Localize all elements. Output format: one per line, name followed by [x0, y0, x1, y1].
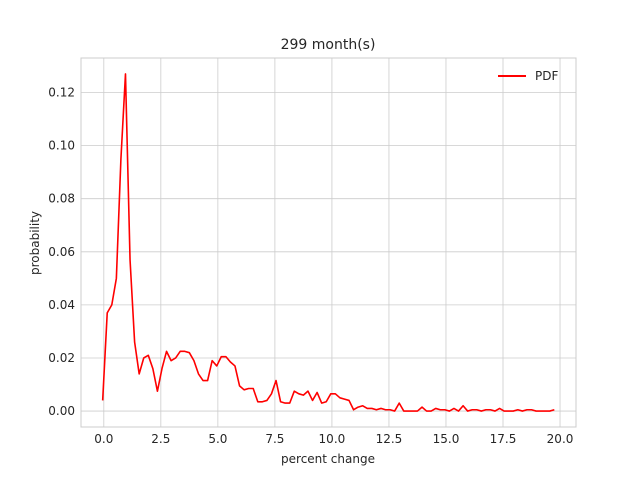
x-axis-ticks: 0.0 2.5 5.0 7.5 10.0 12.5 15.0 17.5 20.0	[94, 432, 573, 446]
chart-title: 299 month(s)	[281, 37, 376, 53]
y-tick-label: 0.00	[48, 404, 75, 418]
x-tick-label: 2.5	[151, 432, 170, 446]
series-line-pdf	[101, 73, 555, 412]
plot-frame	[80, 57, 577, 428]
x-tick-label: 0.0	[94, 432, 113, 446]
y-tick-label: 0.04	[48, 298, 75, 312]
x-tick-label: 15.0	[433, 432, 460, 446]
y-axis-label: probability	[28, 211, 42, 275]
y-tick-label: 0.02	[48, 351, 75, 365]
x-tick-label: 20.0	[547, 432, 574, 446]
x-tick-label: 7.5	[265, 432, 284, 446]
x-tick-label: 12.5	[376, 432, 403, 446]
x-tick-label: 17.5	[490, 432, 517, 446]
y-tick-label: 0.06	[48, 245, 75, 259]
y-tick-label: 0.10	[48, 139, 75, 153]
y-tick-label: 0.12	[48, 86, 75, 100]
x-tick-label: 10.0	[319, 432, 346, 446]
legend-label-pdf: PDF	[535, 69, 558, 83]
y-tick-label: 0.08	[48, 192, 75, 206]
series-group	[101, 73, 555, 412]
x-tick-label: 5.0	[208, 432, 227, 446]
legend: PDF	[498, 69, 558, 83]
x-axis-label: percent change	[281, 452, 375, 466]
y-axis-ticks: 0.00 0.02 0.04 0.06 0.08 0.10 0.12	[48, 86, 75, 419]
